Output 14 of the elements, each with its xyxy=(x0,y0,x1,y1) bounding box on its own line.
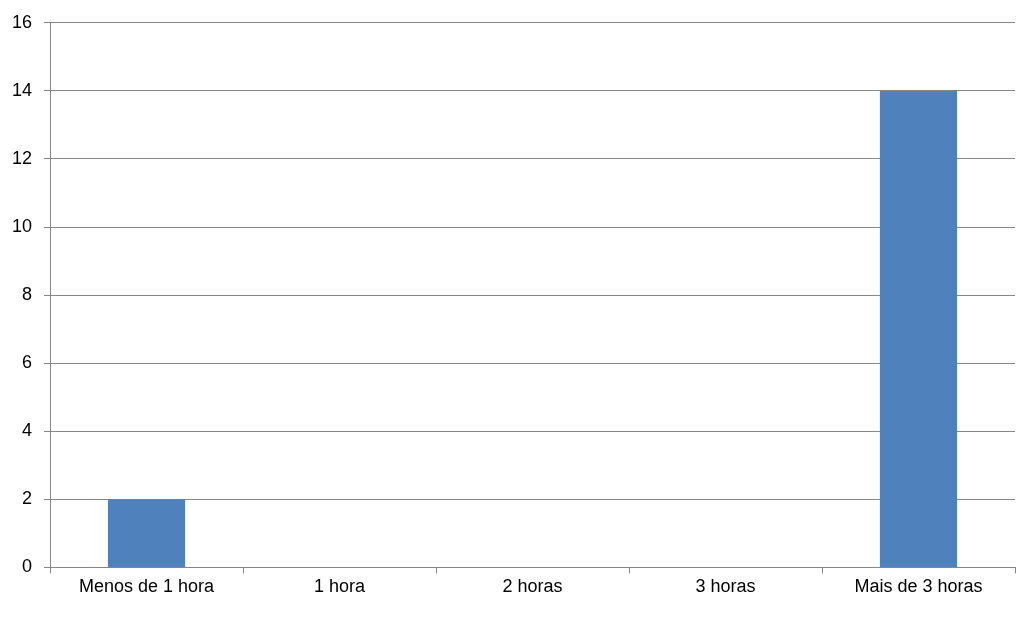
y-tick-label: 14 xyxy=(11,79,33,100)
y-tick-label: 0 xyxy=(22,556,33,577)
y-tick-label: 6 xyxy=(22,352,33,373)
y-tick-label: 10 xyxy=(11,215,33,236)
y-tick-label: 12 xyxy=(11,147,33,168)
y-tick-label: 2 xyxy=(22,488,33,509)
x-tick-label: Mais de 3 horas xyxy=(854,576,983,597)
x-tick-label: Menos de 1 hora xyxy=(78,576,216,597)
y-tick-label: 16 xyxy=(11,11,33,32)
x-tick-label: 2 horas xyxy=(502,576,563,597)
y-tick-label: 4 xyxy=(22,420,33,441)
x-tick-label: 3 horas xyxy=(695,576,756,597)
y-tick-label: 8 xyxy=(22,284,33,305)
x-tick-label: 1 hora xyxy=(313,576,367,597)
